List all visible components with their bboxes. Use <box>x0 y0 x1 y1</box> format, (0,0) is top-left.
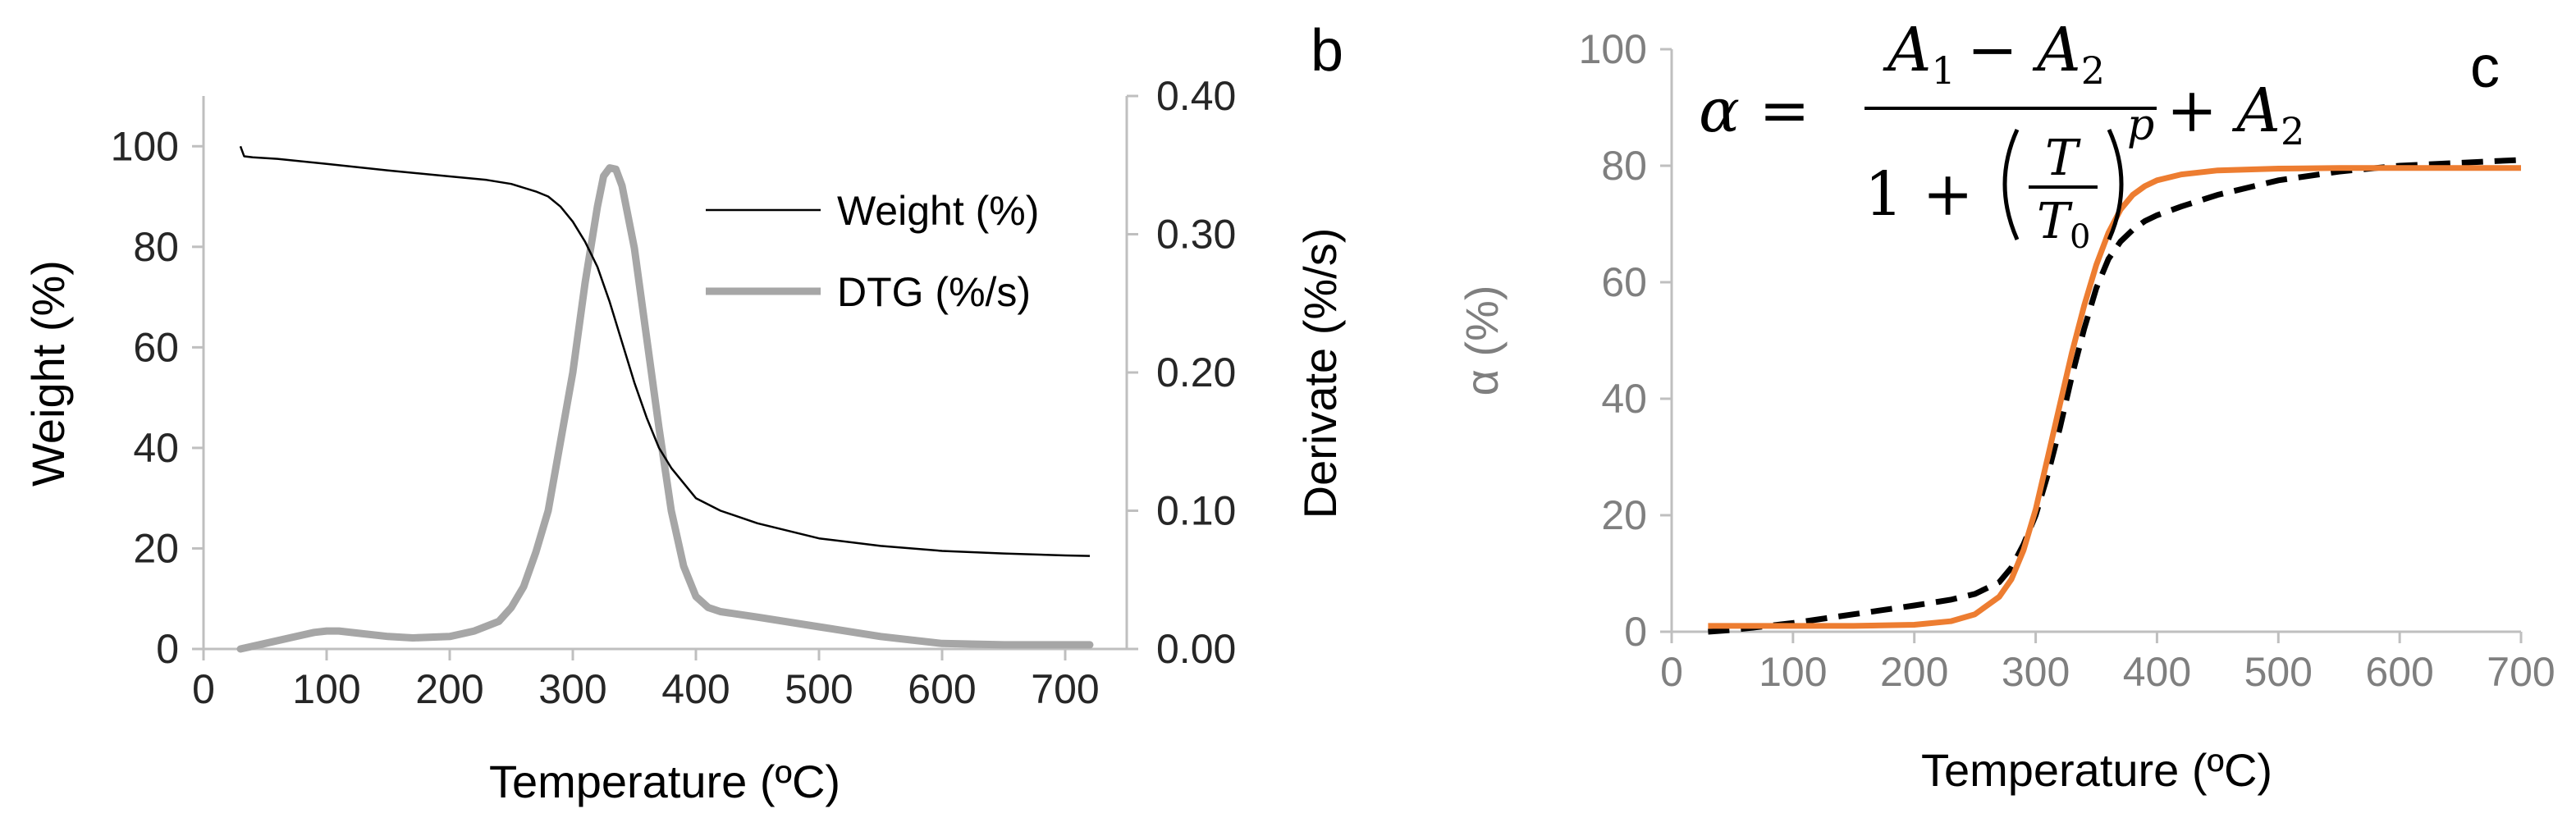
panel-c-x-tick-labels: 0 100 200 300 400 500 600 700 <box>1660 649 2555 695</box>
equation-alpha: α = <box>1699 75 1810 146</box>
panel-c-x-axis-title: Temperature (ºC) <box>1921 744 2272 796</box>
y-left-tick-label: 20 <box>133 525 179 571</box>
equation-exponent-p: p <box>2127 101 2154 150</box>
x-tick-label: 700 <box>2487 649 2555 695</box>
equation-denominator-one: 1 + <box>1865 159 1974 230</box>
dtg-series-line <box>236 164 1094 653</box>
panel-b-y-right-tick-labels: 0.00 0.10 0.20 0.30 0.40 <box>1156 73 1236 672</box>
equation-left-paren <box>2002 128 2020 241</box>
panel-b-x-tick-labels: 0 100 200 300 400 500 600 700 <box>192 666 1100 712</box>
legend-weight-label: Weight (%) <box>837 188 1039 234</box>
x-tick-label: 200 <box>1880 649 1948 695</box>
y-right-tick-label: 0.40 <box>1156 73 1236 119</box>
y-right-tick-label: 0.20 <box>1156 350 1236 395</box>
y-tick-label: 0 <box>1624 609 1647 655</box>
y-tick-label: 40 <box>1601 376 1647 422</box>
x-tick-label: 600 <box>2365 649 2433 695</box>
y-tick-label: 80 <box>1601 143 1647 189</box>
x-tick-label: 500 <box>785 666 853 712</box>
panel-c-y-axis-title: α (%) <box>1456 285 1508 395</box>
equation-right-paren <box>2107 128 2124 241</box>
legend-dtg-label: DTG (%/s) <box>837 269 1031 315</box>
y-left-tick-label: 40 <box>133 425 179 471</box>
y-right-tick-label: 0.10 <box>1156 488 1236 534</box>
panel-b-y-left-tick-labels: 0 20 40 60 80 100 <box>111 123 179 672</box>
panel-b-y-left-axis-title: Weight (%) <box>22 260 74 487</box>
equation-tail: + A2 <box>2166 75 2304 153</box>
panel-c: 0 100 200 300 400 500 600 700 0 20 40 60 80 100 α = … <box>1456 15 2555 796</box>
y-left-tick-label: 60 <box>133 324 179 370</box>
panel-b-label: b <box>1311 18 1343 84</box>
weight-series-line <box>239 145 1091 557</box>
panel-b-plot-frame <box>202 96 1128 651</box>
x-tick-label: 600 <box>908 666 976 712</box>
y-right-tick-label: 0.00 <box>1156 626 1236 672</box>
panel-c-ticks <box>1660 48 2523 643</box>
panel-b-x-axis-title: Temperature (ºC) <box>489 756 840 807</box>
equation-T0: T0 <box>2037 193 2090 256</box>
fit-equation: α = A1− A2 1 + T T0 p + A2 <box>1699 15 2304 256</box>
x-tick-label: 100 <box>1759 649 1827 695</box>
x-tick-label: 100 <box>292 666 360 712</box>
x-tick-label: 400 <box>661 666 730 712</box>
x-tick-label: 0 <box>192 666 215 712</box>
panel-c-y-tick-labels: 0 20 40 60 80 100 <box>1579 26 1647 655</box>
y-tick-label: 20 <box>1601 492 1647 538</box>
x-tick-label: 0 <box>1660 649 1683 695</box>
panel-b: 0 100 200 300 400 500 600 700 0 20 40 60 80 100 0.00… <box>22 18 1346 807</box>
equation-numerator: A1− A2 <box>1883 15 2105 93</box>
x-tick-label: 200 <box>415 666 483 712</box>
fit-curve-line <box>1708 165 2521 629</box>
panel-b-legend: Weight (%) DTG (%/s) <box>706 188 1039 315</box>
y-tick-label: 60 <box>1601 259 1647 305</box>
x-tick-label: 500 <box>2244 649 2313 695</box>
x-tick-label: 300 <box>2002 649 2070 695</box>
equation-T: T <box>2045 130 2081 187</box>
y-left-tick-label: 0 <box>156 626 179 672</box>
experimental-dashed-line <box>1708 157 2522 635</box>
y-left-tick-label: 80 <box>133 224 179 270</box>
panel-b-ticks <box>192 94 1138 660</box>
panel-b-y-right-axis-title: Derivate (%/s) <box>1294 228 1346 519</box>
panel-c-label: c <box>2470 34 2500 100</box>
y-left-tick-label: 100 <box>111 123 179 169</box>
y-right-tick-label: 0.30 <box>1156 212 1236 258</box>
y-tick-label: 100 <box>1579 26 1647 72</box>
x-tick-label: 300 <box>538 666 606 712</box>
x-tick-label: 400 <box>2123 649 2191 695</box>
x-tick-label: 700 <box>1031 666 1099 712</box>
